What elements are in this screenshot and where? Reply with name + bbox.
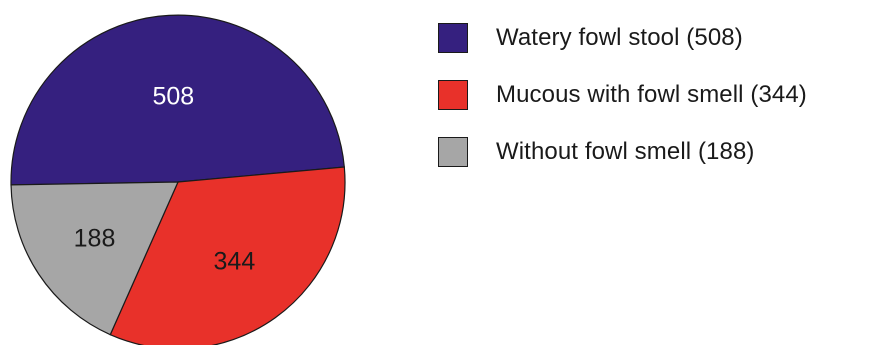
pie-slice-mucous-with-fowl-smell	[109, 166, 346, 345]
legend-item-without-fowl-smell: Without fowl smell (188)	[438, 128, 807, 176]
legend-label: Watery fowl stool (508)	[496, 24, 743, 51]
legend-item-mucous-with-fowl-smell: Mucous with fowl smell (344)	[438, 71, 807, 119]
data-label-watery-fowl-stool: 508	[152, 82, 194, 110]
legend-label: Mucous with fowl smell (344)	[496, 81, 807, 108]
pie-slice-without-fowl-smell	[10, 181, 179, 336]
legend-item-watery-fowl-stool: Watery fowl stool (508)	[438, 14, 807, 62]
legend-swatch	[438, 80, 468, 110]
pie-chart: 508 344 188	[10, 14, 346, 345]
legend-swatch	[438, 137, 468, 167]
data-label-without-fowl-smell: 188	[74, 224, 116, 252]
legend-swatch	[438, 23, 468, 53]
legend: Watery fowl stool (508) Mucous with fowl…	[438, 14, 807, 185]
pie-slice-watery-fowl-stool	[10, 14, 345, 186]
legend-label: Without fowl smell (188)	[496, 138, 755, 165]
data-label-mucous-with-fowl-smell: 344	[214, 248, 256, 276]
